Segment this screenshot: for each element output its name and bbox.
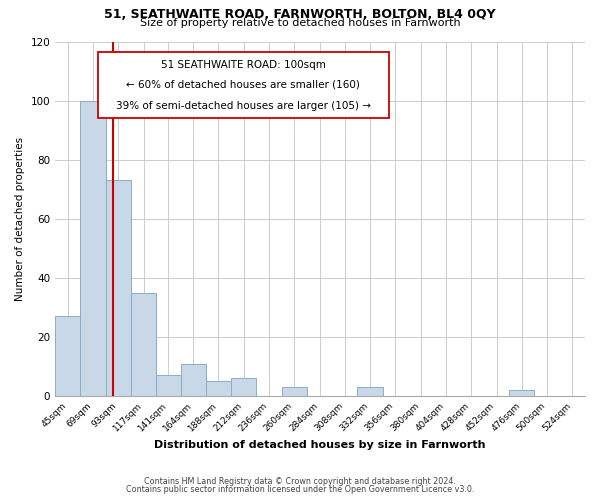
- Bar: [181, 364, 206, 396]
- Bar: [231, 378, 256, 396]
- Text: 39% of semi-detached houses are larger (105) →: 39% of semi-detached houses are larger (…: [116, 101, 371, 111]
- Text: Size of property relative to detached houses in Farnworth: Size of property relative to detached ho…: [140, 18, 460, 28]
- Y-axis label: Number of detached properties: Number of detached properties: [15, 136, 25, 301]
- FancyBboxPatch shape: [98, 52, 389, 118]
- Bar: [509, 390, 535, 396]
- Bar: [80, 100, 106, 396]
- Bar: [281, 387, 307, 396]
- Bar: [156, 376, 181, 396]
- Bar: [106, 180, 131, 396]
- Bar: [131, 292, 156, 396]
- Text: 51, SEATHWAITE ROAD, FARNWORTH, BOLTON, BL4 0QY: 51, SEATHWAITE ROAD, FARNWORTH, BOLTON, …: [104, 8, 496, 20]
- Bar: [206, 382, 231, 396]
- Text: 51 SEATHWAITE ROAD: 100sqm: 51 SEATHWAITE ROAD: 100sqm: [161, 60, 326, 70]
- Text: ← 60% of detached houses are smaller (160): ← 60% of detached houses are smaller (16…: [127, 80, 360, 90]
- Bar: [358, 387, 383, 396]
- Text: Contains HM Land Registry data © Crown copyright and database right 2024.: Contains HM Land Registry data © Crown c…: [144, 477, 456, 486]
- Text: Contains public sector information licensed under the Open Government Licence v3: Contains public sector information licen…: [126, 485, 474, 494]
- X-axis label: Distribution of detached houses by size in Farnworth: Distribution of detached houses by size …: [154, 440, 486, 450]
- Bar: [55, 316, 80, 396]
